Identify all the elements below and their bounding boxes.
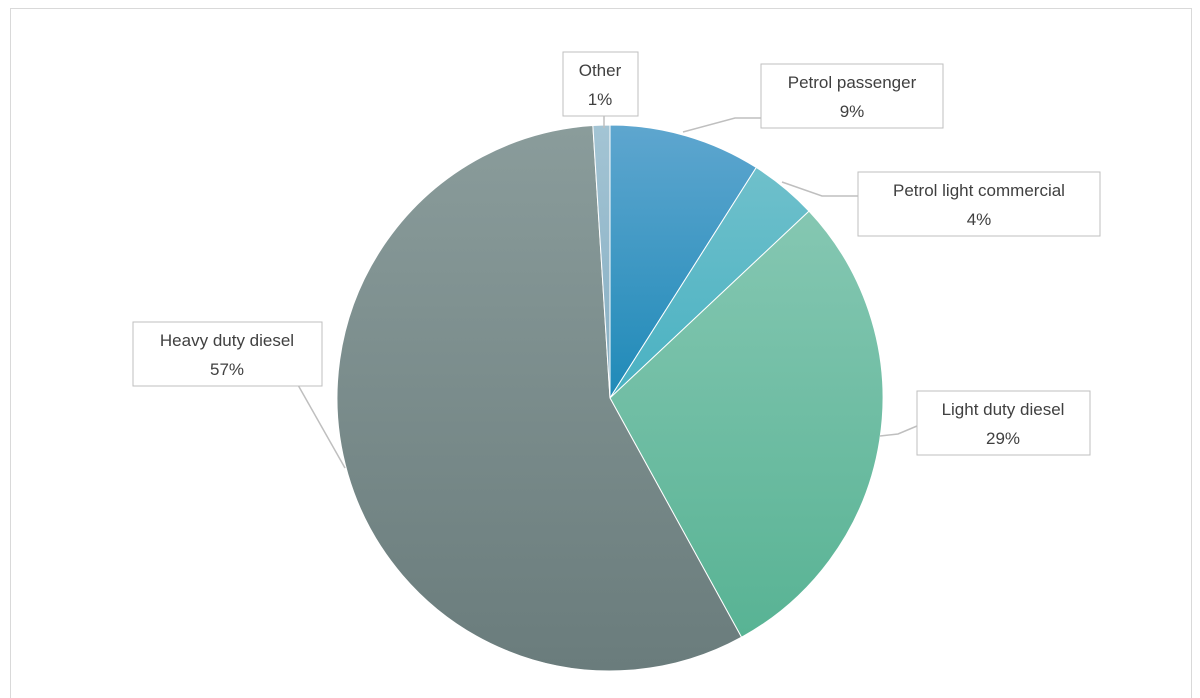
label-name: Petrol light commercial (893, 181, 1065, 200)
label-heavy-duty-diesel: Heavy duty diesel 57% (132, 321, 323, 387)
label-light-duty-diesel: Light duty diesel 29% (916, 390, 1091, 456)
label-value: 1% (588, 90, 613, 109)
pie-slices (336, 124, 884, 672)
label-value: 57% (210, 360, 244, 379)
leader-line-heavy-duty-diesel (297, 384, 346, 469)
label-other: Other 1% (562, 51, 639, 117)
label-petrol-passenger: Petrol passenger 9% (760, 63, 944, 129)
leader-lines (297, 116, 918, 469)
label-name: Petrol passenger (788, 73, 917, 92)
pie-slice-other (592, 124, 611, 399)
label-value: 4% (967, 210, 992, 229)
leader-line-light-duty-diesel (879, 425, 918, 437)
label-petrol-light-commercial: Petrol light commercial 4% (857, 171, 1101, 237)
label-value: 9% (840, 102, 865, 121)
pie-slice-petrol-passenger (609, 124, 757, 400)
label-name: Other (579, 61, 622, 80)
label-value: 29% (986, 429, 1020, 448)
leader-line-petrol-passenger (682, 117, 761, 133)
label-name: Light duty diesel (942, 400, 1065, 419)
data-labels: Petrol passenger 9% Petrol light commerc… (132, 51, 1101, 456)
pie-slice-heavy-duty-diesel (336, 125, 743, 672)
leader-line-petrol-light-commercial (781, 181, 858, 197)
label-name: Heavy duty diesel (160, 331, 294, 350)
pie-slice-light-duty-diesel (609, 210, 884, 638)
